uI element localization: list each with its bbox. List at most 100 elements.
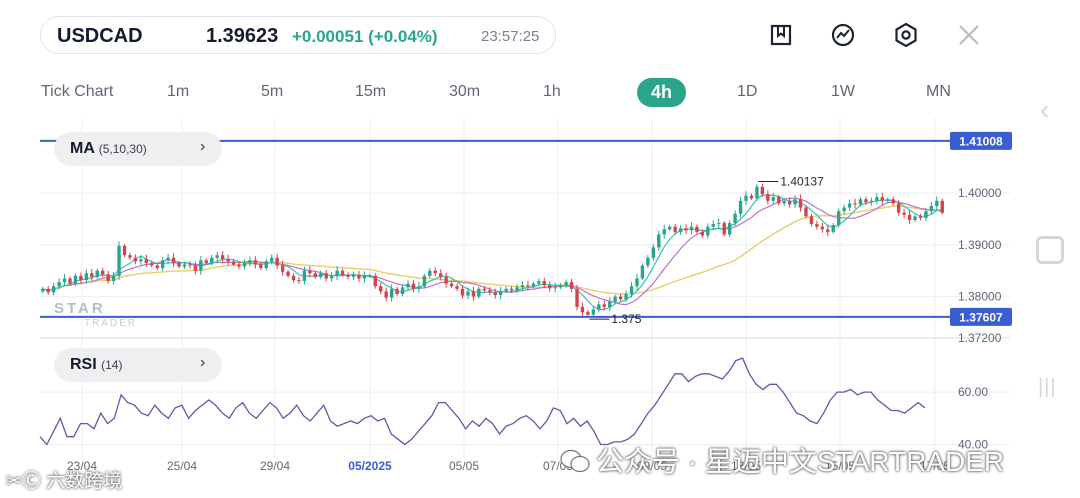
candle <box>755 186 759 199</box>
candle <box>771 197 775 201</box>
x-axis-tick-label: 15/05 <box>825 459 855 473</box>
candle <box>711 224 715 227</box>
overlay-watermark-right-text: 公众号 · 星迈中文STARTRADER <box>596 446 1005 477</box>
x-axis-tick-label: 23/04 <box>67 459 97 473</box>
rsi-indicator-name: RSI <box>70 356 97 373</box>
candle <box>526 285 530 287</box>
candle <box>90 273 94 277</box>
x-axis-tick-label: 05/2025 <box>348 459 392 473</box>
symbol-header: USDCAD 1.39623 +0.00051 (+0.04%) 23:57:2… <box>40 16 556 54</box>
x-axis-tick-label: 13/05 <box>731 459 761 473</box>
back-nav-icon[interactable]: ‹ <box>1040 94 1050 125</box>
candle <box>417 286 421 289</box>
bookmark-icon[interactable] <box>768 22 794 48</box>
candle <box>766 194 770 201</box>
candle <box>553 287 557 289</box>
candle <box>864 199 868 203</box>
candle <box>395 288 399 294</box>
ma-indicator-name: MA <box>70 140 95 157</box>
candle <box>695 226 699 232</box>
candle <box>379 286 383 292</box>
candle <box>777 197 781 204</box>
annotation-label: 1.375 <box>611 312 641 326</box>
settings-icon[interactable] <box>893 22 919 48</box>
candle <box>46 288 50 293</box>
tab-tick-chart[interactable]: Tick Chart <box>41 83 114 100</box>
star-trader-watermark-sub: TRADER <box>84 318 138 329</box>
rsi-line <box>39 357 926 446</box>
candle <box>738 200 743 214</box>
candle <box>204 260 208 263</box>
candle <box>635 278 639 287</box>
tab-1m[interactable]: 1m <box>167 83 190 100</box>
ma-indicator-pill[interactable]: MA (5,10,30) › <box>54 132 222 166</box>
tab-30m[interactable]: 30m <box>449 83 481 100</box>
candle <box>826 229 830 232</box>
candle <box>329 275 334 279</box>
candle <box>602 304 606 307</box>
rsi-y-tick-label: 60.00 <box>958 385 988 399</box>
candle <box>84 273 89 281</box>
candle <box>580 306 585 313</box>
candle <box>706 226 710 236</box>
candle <box>139 259 143 262</box>
overlay-watermark-left: ✂Ⓒ 六数跨境 <box>6 471 123 492</box>
candle <box>406 283 410 288</box>
candle <box>128 255 132 258</box>
candle <box>913 216 917 220</box>
candle <box>717 223 721 225</box>
candle <box>629 286 634 294</box>
candle <box>558 285 563 288</box>
tab-mn[interactable]: MN <box>926 83 951 100</box>
annotation-label: 1.40137 <box>780 175 824 189</box>
indicator-icon[interactable] <box>830 22 856 48</box>
candle <box>226 259 230 262</box>
candle <box>68 278 72 284</box>
candle <box>449 283 454 287</box>
candle <box>231 261 236 265</box>
candle <box>940 200 944 213</box>
candle <box>504 288 508 292</box>
candle <box>847 203 852 208</box>
symbol-name[interactable]: USDCAD <box>57 25 143 47</box>
tab-4h[interactable]: 4h <box>637 78 687 107</box>
candle <box>319 273 323 277</box>
candle <box>531 283 536 287</box>
tab-15m[interactable]: 15m <box>355 83 387 100</box>
tab-1h[interactable]: 1h <box>543 83 561 100</box>
price-level-badge <box>950 131 1012 150</box>
candle <box>673 226 677 232</box>
candle <box>787 200 792 205</box>
candle <box>166 257 170 261</box>
rsi-indicator-pill[interactable]: RSI (14) › <box>54 348 222 382</box>
candle <box>597 304 601 310</box>
close-icon[interactable] <box>956 22 982 48</box>
chevron-right-icon: › <box>200 354 206 371</box>
candle <box>373 275 377 287</box>
candle <box>482 288 487 291</box>
current-price: 1.39623 <box>206 25 279 47</box>
candle <box>646 257 650 266</box>
candle <box>471 291 476 297</box>
candle <box>248 260 252 263</box>
candle <box>924 211 928 218</box>
candle <box>41 288 45 292</box>
star-trader-watermark: STAR <box>54 300 106 317</box>
ma5-line <box>42 194 943 311</box>
candle <box>515 287 519 291</box>
candle <box>51 286 56 293</box>
y-axis-tick-label: 1.40000 <box>958 186 1002 200</box>
candle <box>117 245 121 276</box>
candle <box>215 255 219 258</box>
tab-5m[interactable]: 5m <box>261 83 284 100</box>
menu-nav-icon[interactable]: ||| <box>1038 376 1057 398</box>
tab-1w[interactable]: 1W <box>831 83 855 100</box>
candle <box>896 203 901 213</box>
candle <box>335 270 339 276</box>
candle <box>286 271 290 276</box>
candle <box>727 223 732 235</box>
candle <box>264 261 268 269</box>
home-nav-icon[interactable] <box>1036 236 1064 264</box>
tab-1d[interactable]: 1D <box>737 83 758 100</box>
